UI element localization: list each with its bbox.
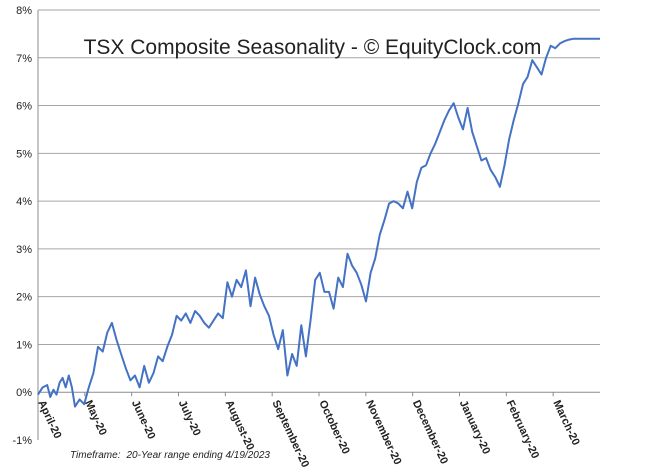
x-tick-label: August-20 <box>223 398 257 452</box>
x-tick-label: February-20 <box>504 398 541 460</box>
x-tick-label: June-20 <box>129 398 157 441</box>
x-tick-label: October-20 <box>316 398 351 456</box>
x-tick-label: April-20 <box>35 398 63 440</box>
y-tick-label: 4% <box>16 196 32 208</box>
x-tick-label: January-20 <box>457 398 492 456</box>
timeframe-note: Timeframe: 20-Year range ending 4/19/2023 <box>70 450 270 461</box>
y-tick-label: 6% <box>16 101 32 113</box>
chart-title: TSX Composite Seasonality - © EquityCloc… <box>83 36 542 59</box>
x-tick-label: March-20 <box>550 398 581 447</box>
x-tick-label: December-20 <box>410 398 450 466</box>
x-tick-label: July-20 <box>176 398 203 437</box>
x-tick-label: September-20 <box>269 398 311 468</box>
x-tick-label: November-20 <box>363 398 403 466</box>
timeframe-value: 20-Year range ending 4/19/2023 <box>126 450 270 461</box>
x-tick-label: May-20 <box>82 398 109 437</box>
timeframe-label: Timeframe: <box>70 450 121 461</box>
y-tick-label: 3% <box>16 244 32 256</box>
y-tick-label: -1% <box>12 435 32 447</box>
y-tick-label: 5% <box>16 148 32 160</box>
y-tick-label: 8% <box>16 5 32 17</box>
series-line <box>37 37 600 408</box>
y-tick-label: 7% <box>16 53 32 65</box>
y-tick-label: 0% <box>16 387 32 399</box>
y-tick-label: 1% <box>16 339 32 351</box>
y-tick-label: 2% <box>16 292 32 304</box>
